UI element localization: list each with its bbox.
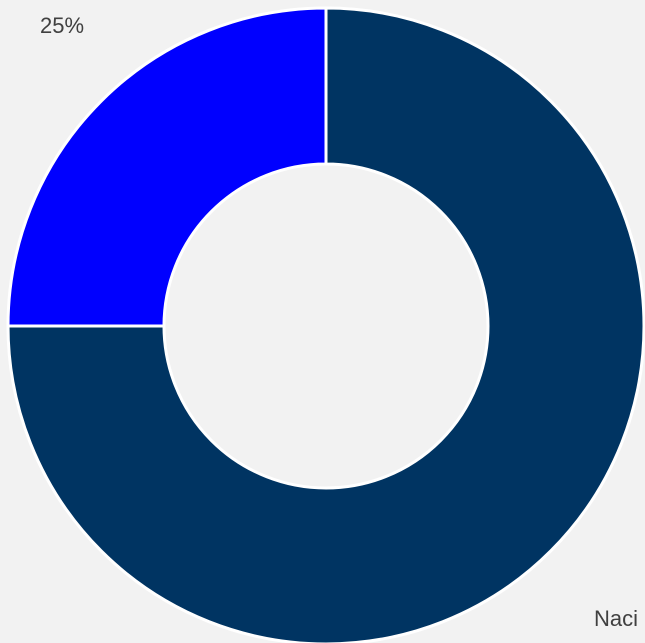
donut-segment (6, 6, 328, 328)
category-label: Naci (594, 606, 638, 631)
donut-segment (6, 6, 645, 643)
value-label: 25% (40, 13, 84, 38)
